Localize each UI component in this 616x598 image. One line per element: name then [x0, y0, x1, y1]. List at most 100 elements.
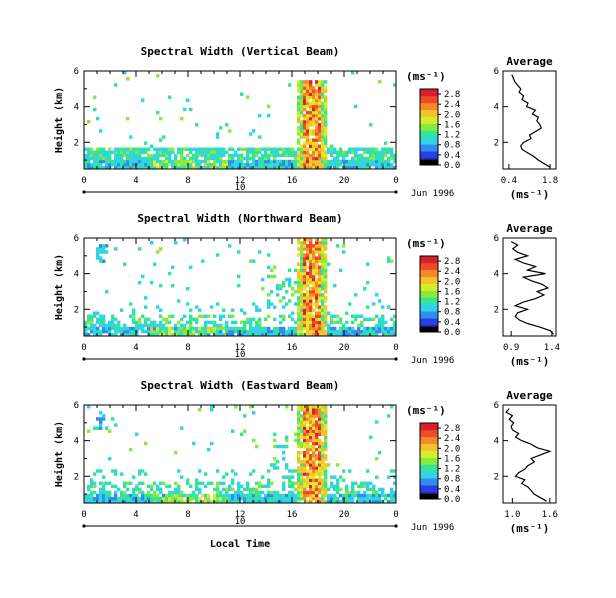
- heatmap-cell: [264, 493, 268, 498]
- heatmap-cell: [234, 150, 238, 155]
- heatmap-cell: [312, 420, 316, 424]
- heatmap-cell: [93, 156, 97, 161]
- heatmap-cell: [300, 156, 304, 161]
- heatmap-cell: [252, 438, 256, 443]
- heatmap-cell: [321, 490, 325, 495]
- heatmap-cell: [195, 147, 199, 152]
- heatmap-cell: [162, 150, 166, 155]
- heatmap-cell: [309, 469, 313, 473]
- heatmap-cell: [99, 314, 103, 319]
- heatmap-cell: [309, 147, 313, 152]
- heatmap-cell: [126, 150, 130, 155]
- heatmap-cell: [186, 287, 190, 291]
- heatmap-cell: [321, 247, 325, 251]
- heatmap-cell: [99, 490, 103, 495]
- heatmap-cell: [324, 420, 328, 424]
- heatmap-cell: [324, 429, 328, 433]
- heatmap-cell: [390, 487, 394, 492]
- heatmap-cell: [114, 159, 118, 164]
- heatmap-cell: [300, 323, 304, 328]
- heatmap-cell: [192, 317, 196, 322]
- heatmap-cell: [87, 493, 91, 498]
- heatmap-cell: [159, 314, 163, 319]
- heatmap-cell: [291, 481, 295, 486]
- heatmap-cell: [312, 490, 316, 495]
- heatmap-cell: [300, 478, 304, 482]
- heatmap-cell: [120, 159, 124, 164]
- heatmap-cell: [297, 429, 301, 433]
- heatmap-cell: [318, 241, 322, 245]
- heatmap-cell: [291, 147, 295, 152]
- panel-northward: Spectral Width (Northward Beam): [137, 212, 342, 225]
- heatmap-cell: [237, 329, 241, 334]
- heatmap-cell: [339, 326, 343, 331]
- heatmap-cell: [279, 287, 283, 291]
- heatmap-cell: [300, 405, 304, 409]
- heatmap-cell: [315, 320, 319, 325]
- heatmap-cell: [141, 496, 145, 501]
- heatmap-cell: [303, 283, 307, 288]
- heatmap-cell: [123, 326, 127, 331]
- heatmap-cell: [324, 435, 328, 440]
- heatmap-cell: [276, 287, 280, 291]
- heatmap-cell: [186, 153, 190, 158]
- day-label: 10: [235, 517, 246, 527]
- heatmap-cell: [336, 487, 340, 492]
- heatmap-cell: [324, 123, 328, 127]
- heatmap-cell: [222, 499, 226, 504]
- heatmap-cell: [159, 329, 163, 334]
- heatmap-cell: [339, 150, 343, 155]
- heatmap-cell: [315, 438, 319, 443]
- heatmap-cell: [354, 156, 358, 161]
- heatmap-cell: [309, 271, 313, 276]
- heatmap-cell: [294, 499, 298, 504]
- heatmap-cell: [351, 162, 355, 167]
- heatmap-cell: [123, 481, 127, 486]
- heatmap-cell: [321, 287, 325, 291]
- heatmap-cell: [294, 156, 298, 161]
- heatmap-cell: [111, 496, 115, 501]
- heatmap-cell: [90, 314, 94, 319]
- heatmap-cell: [318, 250, 322, 254]
- y-tick-label: 6: [74, 67, 79, 77]
- heatmap-cell: [324, 135, 328, 139]
- heatmap-cell: [120, 162, 124, 167]
- heatmap-cell: [213, 165, 217, 170]
- heatmap-cell: [345, 326, 349, 331]
- heatmap-cell: [303, 280, 307, 285]
- heatmap-cell: [90, 153, 94, 158]
- average-x-tick-label: 1.4: [544, 343, 560, 353]
- heatmap-cell: [231, 487, 235, 492]
- heatmap-cell: [267, 147, 271, 152]
- heatmap-cell: [273, 457, 277, 461]
- heatmap-cell: [90, 156, 94, 161]
- heatmap-cell: [99, 244, 103, 248]
- heatmap-cell: [315, 411, 319, 415]
- heatmap-cell: [207, 447, 211, 452]
- heatmap-cell: [216, 156, 220, 161]
- heatmap-cell: [309, 123, 313, 127]
- heatmap-cell: [324, 411, 328, 415]
- heatmap-cell: [189, 499, 193, 504]
- heatmap-cell: [327, 496, 331, 501]
- heatmap-cell: [309, 268, 313, 273]
- heatmap-cell: [231, 496, 235, 501]
- heatmap-cell: [189, 107, 193, 112]
- heatmap-cell: [279, 329, 283, 334]
- heatmap-cell: [345, 311, 349, 315]
- heatmap-cell: [387, 326, 391, 331]
- heatmap-cell: [357, 490, 361, 495]
- heatmap-cell: [366, 262, 370, 266]
- heatmap-cell: [300, 466, 304, 470]
- day-label: 10: [235, 350, 246, 360]
- heatmap-cell: [279, 153, 283, 158]
- heatmap-cell: [222, 493, 226, 498]
- heatmap-cell: [285, 444, 289, 449]
- heatmap-cell: [246, 499, 250, 504]
- heatmap-cell: [114, 329, 118, 334]
- heatmap-cell: [351, 481, 355, 486]
- heatmap-cell: [261, 147, 265, 152]
- colorbar-tick-label: 0.4: [444, 318, 460, 328]
- colorbar-tick-label: 2.8: [444, 257, 460, 267]
- heatmap-cell: [300, 332, 304, 337]
